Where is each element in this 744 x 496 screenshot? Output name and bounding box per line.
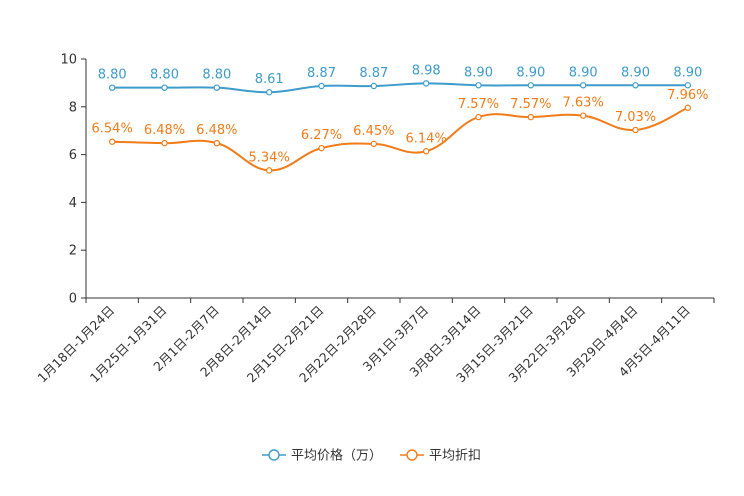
y-tick-label: 6	[69, 148, 77, 163]
y-tick-label: 2	[69, 244, 77, 259]
data-label: 8.80	[98, 68, 127, 83]
series-line-0	[112, 82, 688, 94]
data-point	[632, 82, 639, 89]
data-point	[527, 82, 535, 89]
y-tick-label: 10	[60, 53, 77, 68]
data-label: 6.45%	[353, 124, 394, 139]
data-label: 8.87	[359, 66, 388, 81]
data-point	[108, 84, 116, 91]
data-point	[579, 82, 587, 89]
data-point	[370, 140, 378, 148]
legend-marker-icon	[268, 449, 280, 461]
data-label: 8.90	[621, 65, 650, 80]
data-label: 5.34%	[249, 150, 290, 165]
data-label: 6.48%	[196, 123, 237, 138]
legend-marker-icon	[406, 449, 418, 461]
data-point	[318, 144, 325, 152]
data-point	[527, 113, 535, 121]
data-point	[475, 113, 482, 121]
y-tick-label: 0	[69, 292, 77, 307]
legend-item: 平均价格（万）	[262, 448, 382, 464]
data-point	[370, 82, 378, 90]
data-label: 8.90	[516, 65, 545, 80]
data-point	[579, 112, 587, 119]
data-point	[213, 84, 221, 91]
data-label: 7.96%	[667, 88, 708, 103]
data-label: 8.90	[673, 65, 702, 80]
data-point	[684, 104, 692, 111]
data-label: 6.48%	[144, 123, 185, 138]
data-point	[422, 148, 430, 155]
plot-area: 02468101月18日-1月24日1月25日-1月31日2月1日-2月7日2月…	[34, 53, 715, 385]
data-point	[475, 82, 482, 89]
legend-label: 平均价格（万）	[291, 448, 382, 464]
data-label: 6.14%	[406, 131, 447, 146]
legend-label: 平均折扣	[429, 449, 481, 464]
data-point	[161, 139, 168, 147]
data-label: 8.90	[464, 65, 493, 80]
data-label: 8.80	[150, 68, 179, 83]
data-point	[684, 82, 692, 89]
data-point	[161, 84, 168, 91]
data-label: 7.03%	[615, 110, 656, 125]
data-label: 8.90	[569, 65, 598, 80]
legend: 平均价格（万） 平均折扣	[262, 448, 481, 464]
data-point	[422, 80, 430, 87]
data-label: 6.54%	[92, 122, 133, 137]
data-point	[108, 138, 116, 145]
data-label: 6.27%	[301, 128, 342, 143]
data-label: 8.61	[255, 72, 284, 87]
y-tick-label: 4	[69, 196, 77, 211]
legend-item: 平均折扣	[400, 449, 481, 464]
data-label: 7.63%	[563, 96, 604, 111]
data-point	[265, 167, 273, 174]
series-line-1	[112, 106, 689, 172]
data-point	[265, 89, 273, 96]
data-label: 7.57%	[510, 97, 551, 112]
data-label: 8.98	[412, 63, 441, 78]
data-point	[632, 126, 639, 134]
y-tick-label: 8	[69, 100, 77, 115]
data-label: 8.80	[202, 68, 231, 83]
data-point	[213, 139, 221, 147]
data-label: 7.57%	[458, 97, 499, 112]
data-label: 8.87	[307, 66, 336, 81]
data-point	[318, 82, 325, 90]
